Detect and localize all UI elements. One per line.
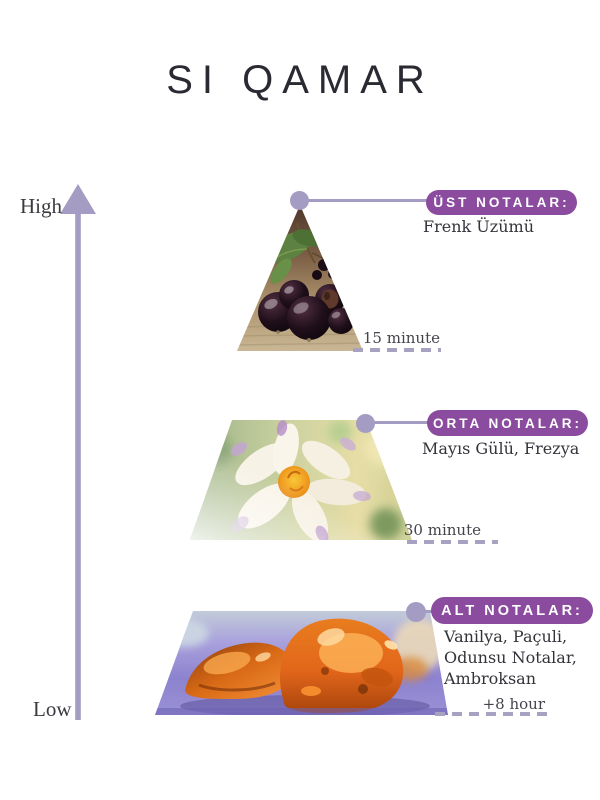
- middle-duration-dashed-line: [407, 540, 498, 544]
- low-label: Low: [33, 697, 72, 721]
- connector-dot-icon: [356, 414, 375, 433]
- top-duration-label: 15 minute: [362, 329, 440, 347]
- base-notes-text: Vanilya, Paçuli, Odunsu Notalar, Ambroks…: [444, 627, 577, 688]
- top-notes-badge: ÜST NOTALAR:: [426, 190, 577, 215]
- top-connector-line: [300, 199, 428, 202]
- amber-image: [155, 611, 448, 715]
- middle-connector-line: [366, 421, 430, 424]
- connector-dot-icon: [290, 191, 309, 210]
- base-duration-label: +8 hour: [482, 695, 545, 713]
- freesia-image: [190, 420, 412, 540]
- up-arrow-icon: [60, 184, 96, 720]
- top-duration-dashed-line: [353, 348, 441, 352]
- top-notes-text: Frenk Üzümü: [423, 217, 534, 236]
- middle-notes-badge: ORTA NOTALAR:: [427, 410, 588, 436]
- blackcurrant-image: [237, 205, 363, 351]
- high-label: High: [20, 194, 62, 218]
- middle-duration-label: 30 minute: [403, 521, 481, 539]
- page-title: SI QAMAR: [166, 58, 434, 102]
- base-connector-line: [416, 610, 436, 613]
- middle-notes-text: Mayıs Gülü, Frezya: [422, 439, 580, 458]
- base-duration-dashed-line: [435, 712, 547, 716]
- base-notes-badge: ALT NOTALAR:: [431, 597, 593, 624]
